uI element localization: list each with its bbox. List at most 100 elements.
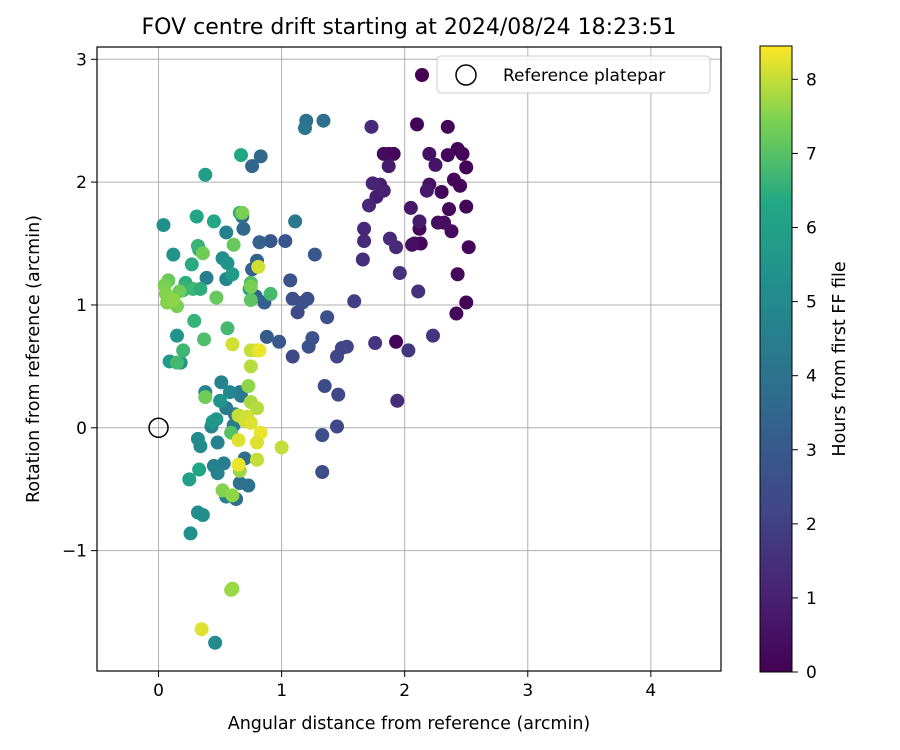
data-point-52 [339, 339, 354, 354]
data-point-0 [410, 117, 424, 132]
data-point-140 [176, 343, 191, 358]
data-point-36 [364, 119, 379, 134]
colorbar-tick-label-2: 2 [806, 515, 817, 535]
data-point-99 [206, 458, 221, 473]
data-point-157 [235, 205, 250, 220]
data-point-109 [183, 526, 198, 541]
data-point-187 [194, 622, 209, 637]
data-point-133 [184, 257, 199, 272]
x-tick-label-3: 3 [522, 681, 533, 701]
data-point-147 [209, 290, 224, 305]
data-point-68 [278, 234, 293, 249]
data-point-55 [330, 419, 344, 434]
y-tick-label-0: −1 [62, 542, 87, 562]
data-point-129 [206, 214, 221, 229]
data-point-164 [225, 488, 240, 503]
data-point-116 [213, 393, 228, 408]
data-point-50 [347, 294, 362, 309]
colorbar: 0 1 2 3 4 5 6 7 8 Hours from first FF file [759, 45, 850, 683]
colorbar-tick-label-0: 0 [806, 663, 817, 683]
data-point-174 [250, 401, 264, 416]
data-point-16 [459, 295, 474, 310]
data-point-119 [225, 267, 240, 282]
data-point-167 [243, 359, 258, 374]
data-point-171 [225, 337, 240, 352]
data-point-1 [440, 119, 455, 134]
data-point-121 [156, 218, 171, 233]
y-tick-label-3: 2 [76, 173, 87, 193]
data-point-181 [231, 433, 246, 448]
data-point-158 [243, 279, 258, 294]
legend-box [436, 55, 711, 94]
data-point-72 [259, 329, 274, 344]
legend-marker-circle [455, 64, 477, 86]
data-point-149 [195, 246, 210, 261]
data-point-35 [376, 183, 391, 198]
chart-title: FOV centre drift starting at 2024/08/24 … [142, 15, 677, 40]
data-point-27 [428, 157, 443, 172]
data-point-100 [210, 435, 225, 450]
data-point-111 [199, 270, 214, 285]
data-point-156 [166, 293, 181, 308]
data-point-160 [198, 390, 213, 405]
data-point-106 [190, 431, 205, 446]
data-point-130 [189, 209, 204, 224]
data-point-118 [205, 414, 220, 429]
data-point-66 [300, 291, 315, 306]
data-point-108 [195, 508, 210, 522]
data-point-122 [166, 247, 181, 262]
colorbar-ticks: 0 1 2 3 4 5 6 7 8 [792, 70, 817, 683]
data-point-62 [305, 331, 320, 346]
data-point-67 [283, 273, 298, 288]
data-point-48 [390, 393, 405, 408]
y-axis: −1 0 1 2 3 [62, 50, 97, 562]
data-point-166 [241, 379, 256, 394]
legend-label: Reference platepar [503, 66, 665, 86]
data-point-142 [220, 321, 235, 336]
x-tick-label-2: 2 [399, 681, 410, 701]
data-point-54 [331, 387, 346, 402]
data-points [156, 113, 476, 650]
data-point-58 [315, 465, 330, 480]
data-point-38 [362, 198, 376, 213]
legend: Reference platepar [415, 55, 711, 94]
colorbar-tick-label-6: 6 [806, 219, 817, 239]
data-point-71 [272, 334, 287, 349]
data-point-56 [317, 379, 332, 394]
data-point-139 [187, 313, 202, 328]
data-point-104 [222, 385, 237, 400]
data-point-40 [357, 234, 372, 249]
data-point-4 [440, 148, 455, 163]
data-point-43 [355, 252, 370, 267]
colorbar-tick-label-7: 7 [806, 144, 817, 164]
x-tick-label-4: 4 [645, 681, 656, 701]
data-point-5 [459, 160, 474, 175]
data-point-127 [234, 148, 248, 163]
data-point-144 [263, 286, 278, 301]
data-point-29 [419, 183, 434, 198]
x-tick-label-0: 0 [153, 681, 164, 701]
data-point-82 [316, 113, 331, 128]
data-point-22 [405, 237, 420, 252]
data-point-141 [170, 355, 184, 370]
x-axis-label: Angular distance from reference (arcmin) [228, 714, 591, 734]
data-point-180 [250, 435, 264, 450]
data-point-172 [251, 259, 266, 274]
data-point-74 [252, 235, 267, 250]
data-point-57 [315, 428, 330, 443]
data-point-37 [365, 176, 380, 191]
colorbar-tick-label-8: 8 [806, 70, 817, 90]
data-point-123 [170, 328, 184, 343]
data-point-81 [253, 149, 268, 164]
colorbar-label: Hours from first FF file [830, 261, 850, 456]
data-point-39 [357, 221, 372, 236]
data-point-8 [434, 184, 449, 199]
data-point-32 [381, 159, 396, 174]
data-point-69 [307, 247, 322, 262]
plot-frame [96, 46, 722, 672]
data-point-138 [193, 281, 208, 296]
x-tick-label-1: 1 [276, 681, 287, 701]
data-point-45 [411, 284, 426, 299]
y-axis-label: Rotation from reference (arcmin) [24, 215, 44, 503]
